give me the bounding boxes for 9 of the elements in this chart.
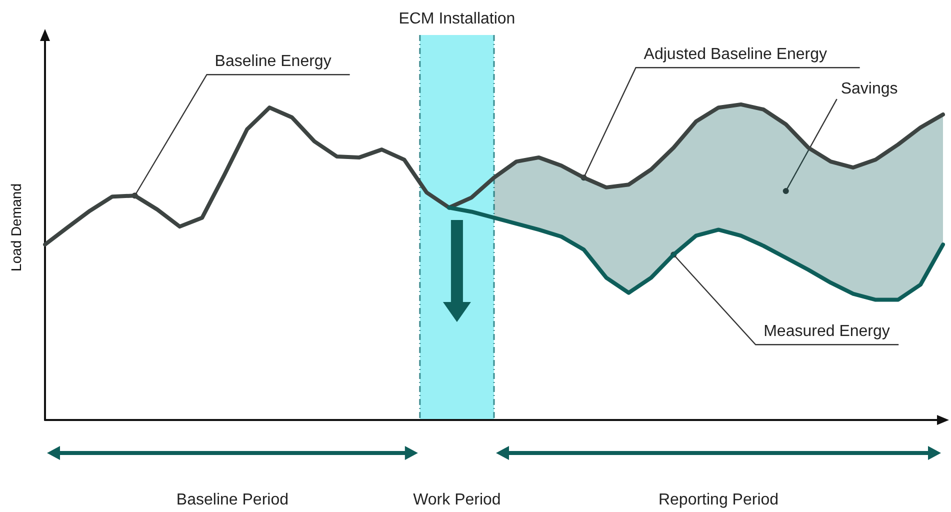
text: Baseline Energy [214,53,332,70]
text: Work Period [413,492,501,508]
text: Adjusted Baseline Energy [644,46,828,64]
text: Reporting Period [658,492,779,508]
y-axis-title: Load Demand [8,184,24,272]
text: Baseline Period [176,492,288,508]
text: Savings [840,80,898,98]
text: ECM Installation [398,10,516,28]
series-label: Measured Energy [764,323,890,340]
